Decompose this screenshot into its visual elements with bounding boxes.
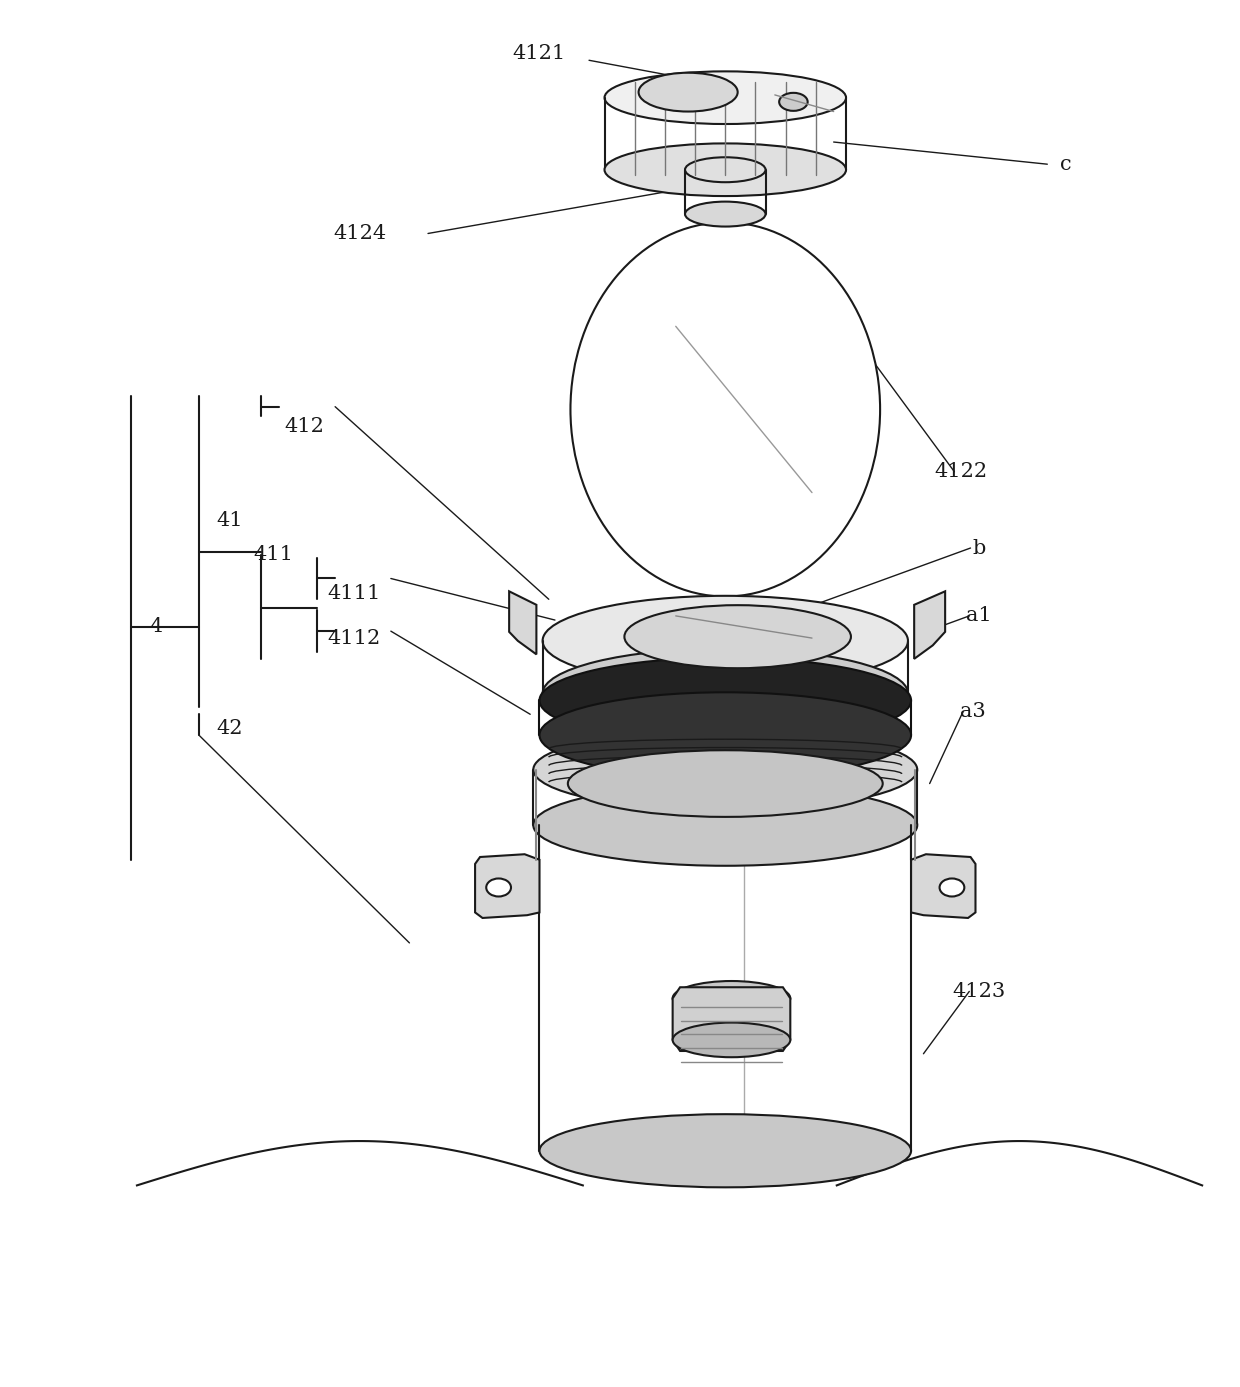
Ellipse shape xyxy=(684,201,765,226)
Ellipse shape xyxy=(539,692,911,778)
Text: 4111: 4111 xyxy=(327,584,381,603)
Ellipse shape xyxy=(570,222,880,596)
Text: 4112: 4112 xyxy=(327,628,381,648)
Text: 4: 4 xyxy=(149,617,162,637)
Text: a1: a1 xyxy=(966,606,992,626)
Text: 4121: 4121 xyxy=(513,44,567,62)
Ellipse shape xyxy=(672,981,790,1015)
Ellipse shape xyxy=(625,605,851,669)
Text: 42: 42 xyxy=(217,718,243,738)
Polygon shape xyxy=(914,591,945,659)
Text: 4124: 4124 xyxy=(334,223,387,243)
Ellipse shape xyxy=(568,750,883,817)
Ellipse shape xyxy=(539,657,911,743)
Text: 41: 41 xyxy=(217,510,243,530)
Ellipse shape xyxy=(539,1114,911,1187)
Polygon shape xyxy=(672,988,790,1051)
Ellipse shape xyxy=(684,157,765,182)
Ellipse shape xyxy=(533,730,918,810)
Text: 4123: 4123 xyxy=(952,982,1006,1001)
Text: a3: a3 xyxy=(960,702,986,721)
Ellipse shape xyxy=(543,596,908,687)
Ellipse shape xyxy=(639,72,738,111)
Text: 411: 411 xyxy=(253,545,293,565)
Polygon shape xyxy=(911,854,976,918)
Ellipse shape xyxy=(543,649,908,738)
Text: 412: 412 xyxy=(284,416,324,436)
Ellipse shape xyxy=(486,878,511,896)
Polygon shape xyxy=(475,854,539,918)
Ellipse shape xyxy=(940,878,965,896)
Ellipse shape xyxy=(779,93,807,111)
Text: 4122: 4122 xyxy=(934,462,987,481)
Ellipse shape xyxy=(533,785,918,865)
Text: b: b xyxy=(972,538,986,558)
Ellipse shape xyxy=(672,1022,790,1057)
Text: c: c xyxy=(1060,155,1071,173)
Ellipse shape xyxy=(605,71,846,123)
Ellipse shape xyxy=(605,143,846,196)
Polygon shape xyxy=(510,591,537,655)
